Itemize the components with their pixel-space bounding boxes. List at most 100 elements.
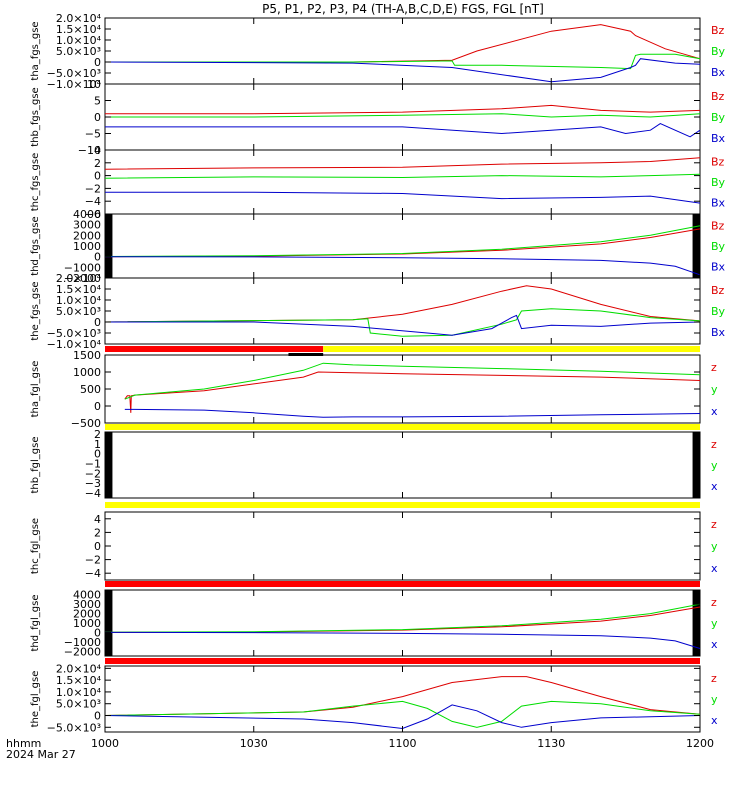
y-tick-label: 1.0×10⁴ — [56, 686, 102, 699]
panel-tha_fgl_gse: −500 0 500 1000 1500 tha_fgl_gse zyx — [30, 349, 718, 430]
time-axis: 1000 1030 1100 1130 1200 — [91, 737, 714, 750]
legend-Bx: Bx — [711, 66, 726, 79]
y-tick-label: −2 — [85, 467, 101, 480]
y-tick-label: 0 — [94, 56, 101, 69]
panel-thb_fgs_gse: −10 −5 0 5 10 thb_fgs_gse Bz By Bx — [30, 78, 726, 157]
legend-By: By — [711, 45, 726, 58]
legend-z: z — [711, 438, 717, 451]
y-tick-label: 2.0×10⁴ — [56, 12, 102, 25]
y-tick-label: 0 — [94, 626, 101, 639]
y-tick-label: 4 — [94, 513, 101, 526]
y-tick-label: −1000 — [64, 636, 101, 649]
series-line-By — [104, 173, 701, 179]
panel-frame — [104, 431, 701, 499]
y-tick-label: −6 — [85, 208, 101, 221]
y-tick-label: 1.5×10⁴ — [56, 23, 102, 36]
series-line-By — [105, 113, 701, 118]
series-line-y — [104, 603, 701, 633]
y-tick-label: 0 — [94, 448, 101, 461]
y-tick-label: 2 — [94, 157, 101, 170]
y-tick-label: 5 — [94, 95, 101, 108]
y-axis-label: tha_fgl_gse — [30, 361, 41, 418]
series-line-Bx — [105, 314, 701, 336]
legend-z: z — [711, 596, 717, 609]
status-bars — [105, 346, 700, 664]
y-tick-label: 500 — [80, 383, 101, 396]
legend-Bz: Bz — [711, 90, 725, 103]
footer-date: 2024 Mar 27 — [6, 748, 76, 761]
series-line-Bx — [105, 123, 701, 138]
status-bar — [105, 424, 700, 430]
y-tick-label: 1.5×10⁴ — [56, 674, 102, 687]
status-bar-segment — [105, 658, 700, 664]
y-tick-label: −2000 — [64, 272, 101, 285]
y-axis-label: thc_fgl_gse — [30, 518, 41, 574]
legend-Bx: Bx — [711, 326, 726, 339]
data-gap-marker — [105, 432, 113, 498]
y-tick-label: 3000 — [73, 219, 101, 232]
legend-By: By — [711, 111, 726, 124]
y-tick-label: 2000 — [73, 229, 101, 242]
status-bar — [105, 658, 700, 664]
y-tick-label: 2 — [94, 526, 101, 539]
y-axis-label: tha_fgs_gse — [30, 21, 41, 80]
y-tick-label: 1000 — [73, 240, 101, 253]
legend-Bz: Bz — [711, 284, 725, 297]
y-tick-label: 10 — [87, 78, 101, 91]
y-axis-label: thb_fgs_gse — [30, 87, 41, 146]
y-tick-label: 0 — [94, 316, 101, 329]
y-axis-label: the_fgs_gse — [30, 281, 41, 340]
y-tick-label: −5.0×10³ — [47, 67, 101, 80]
y-tick-label: 4 — [94, 144, 101, 157]
legend-Bz: Bz — [711, 220, 725, 233]
panel-frame — [104, 354, 701, 424]
y-axis-label: the_fgl_gse — [30, 671, 41, 728]
y-tick-label: 5.0×10³ — [56, 698, 101, 711]
y-tick-label: 1.0×10⁴ — [56, 34, 102, 47]
legend-Bz: Bz — [711, 156, 725, 169]
y-tick-label: 1000 — [73, 366, 101, 379]
time-tick-label: 1130 — [537, 737, 565, 750]
series-line-By — [105, 53, 701, 70]
status-bar-marker — [288, 353, 324, 356]
legend-y: y — [711, 459, 718, 472]
y-axis-label: thc_fgs_gse — [30, 153, 41, 212]
series-line-z — [124, 371, 701, 413]
series-line-y — [104, 700, 701, 728]
status-bar-segment — [105, 581, 700, 587]
time-tick-label: 1200 — [686, 737, 714, 750]
panel-frame — [104, 511, 701, 581]
status-bar — [105, 346, 700, 356]
y-tick-label: 2.0×10⁴ — [56, 272, 102, 285]
series-line-Bz — [104, 157, 701, 170]
figure-title: P5, P1, P2, P3, P4 (TH-A,B,C,D,E) FGS, F… — [262, 2, 544, 16]
panel-frame — [104, 149, 701, 215]
y-tick-label: 0 — [94, 251, 101, 264]
legend-By: By — [711, 240, 726, 253]
y-tick-label: 2 — [94, 428, 101, 441]
y-tick-label: 1.5×10⁴ — [56, 283, 102, 296]
y-tick-label: 4000 — [73, 589, 101, 602]
y-tick-label: −4 — [85, 567, 101, 580]
status-bar-segment — [105, 424, 700, 430]
y-tick-label: 0 — [94, 540, 101, 553]
legend-By: By — [711, 176, 726, 189]
series-line-By — [104, 225, 701, 257]
y-tick-label: −2000 — [64, 645, 101, 658]
series-line-Bx — [104, 256, 701, 276]
y-tick-label: −1 — [85, 458, 101, 471]
y-tick-label: −5.0×10³ — [47, 721, 101, 734]
y-tick-label: −4 — [85, 195, 101, 208]
y-tick-label: 1.0×10⁴ — [56, 294, 102, 307]
status-bar — [105, 502, 700, 508]
legend-x: x — [711, 405, 718, 418]
y-tick-label: 1000 — [73, 617, 101, 630]
legend-x: x — [711, 562, 718, 575]
panel-frame — [104, 213, 701, 279]
y-tick-label: −1000 — [64, 261, 101, 274]
series-line-x — [104, 631, 701, 649]
